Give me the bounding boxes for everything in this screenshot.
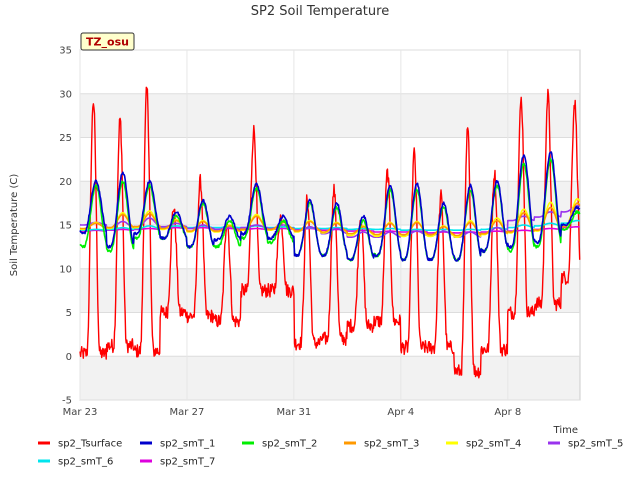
plot-band bbox=[80, 356, 580, 400]
y-axis-label: Soil Temperature (C) bbox=[9, 174, 20, 277]
series-layer bbox=[79, 86, 581, 379]
legend-item: sp2_smT_3 bbox=[344, 439, 419, 450]
legend: sp2_Tsurface sp2_smT_1 sp2_smT_2 sp2_smT_3 s… bbox=[38, 439, 623, 468]
station-badge: TZ_osu bbox=[80, 32, 135, 51]
x-tick-label: Mar 31 bbox=[277, 407, 312, 418]
y-tick-label: -5 bbox=[62, 396, 72, 407]
x-tick-label: Mar 27 bbox=[170, 407, 205, 418]
series-line-sp2-smT-1 bbox=[79, 151, 581, 262]
station-badge-text: TZ_osu bbox=[86, 36, 129, 49]
y-axis-ticks: -5 0 5 10 15 20 25 30 35 bbox=[59, 46, 72, 407]
legend-label: sp2_smT_5 bbox=[568, 439, 623, 450]
legend-item: sp2_smT_5 bbox=[548, 439, 623, 450]
x-axis-label: Time bbox=[553, 425, 578, 436]
legend-item: sp2_smT_7 bbox=[140, 457, 215, 468]
legend-item: sp2_smT_4 bbox=[446, 439, 521, 450]
legend-label: sp2_smT_1 bbox=[160, 439, 215, 450]
plot-bands bbox=[80, 93, 580, 400]
plot-band bbox=[80, 93, 580, 138]
legend-label: sp2_smT_4 bbox=[466, 439, 521, 450]
y-tick-label: 0 bbox=[66, 352, 72, 363]
chart-title: SP2 Soil Temperature bbox=[251, 4, 389, 19]
x-tick-label: Mar 23 bbox=[63, 407, 98, 418]
legend-label: sp2_smT_6 bbox=[58, 457, 113, 468]
y-tick-label: 30 bbox=[59, 89, 72, 100]
legend-label: sp2_smT_7 bbox=[160, 457, 215, 468]
y-tick-label: 35 bbox=[59, 46, 72, 57]
y-tick-label: 15 bbox=[59, 221, 72, 232]
x-tick-label: Apr 8 bbox=[494, 407, 521, 418]
legend-label: sp2_smT_3 bbox=[364, 439, 419, 450]
series-line-sp2-Tsurface bbox=[79, 86, 581, 379]
legend-label: sp2_smT_2 bbox=[262, 439, 317, 450]
x-tick-label: Apr 4 bbox=[387, 407, 414, 418]
station-badge-box bbox=[80, 32, 135, 51]
y-tick-label: 5 bbox=[66, 308, 72, 319]
y-tick-label: 20 bbox=[59, 177, 72, 188]
series-line-sp2-smT-3 bbox=[79, 202, 581, 237]
legend-item: sp2_smT_1 bbox=[140, 439, 215, 450]
y-tick-label: 10 bbox=[59, 264, 72, 275]
y-tick-label: 25 bbox=[59, 133, 72, 144]
legend-item: sp2_smT_6 bbox=[38, 457, 113, 468]
x-axis-ticks: Mar 23 Mar 27 Mar 31 Apr 4 Apr 8 bbox=[63, 407, 522, 418]
legend-item: sp2_smT_2 bbox=[242, 439, 317, 450]
legend-item: sp2_Tsurface bbox=[38, 439, 122, 450]
legend-label: sp2_Tsurface bbox=[58, 439, 122, 450]
